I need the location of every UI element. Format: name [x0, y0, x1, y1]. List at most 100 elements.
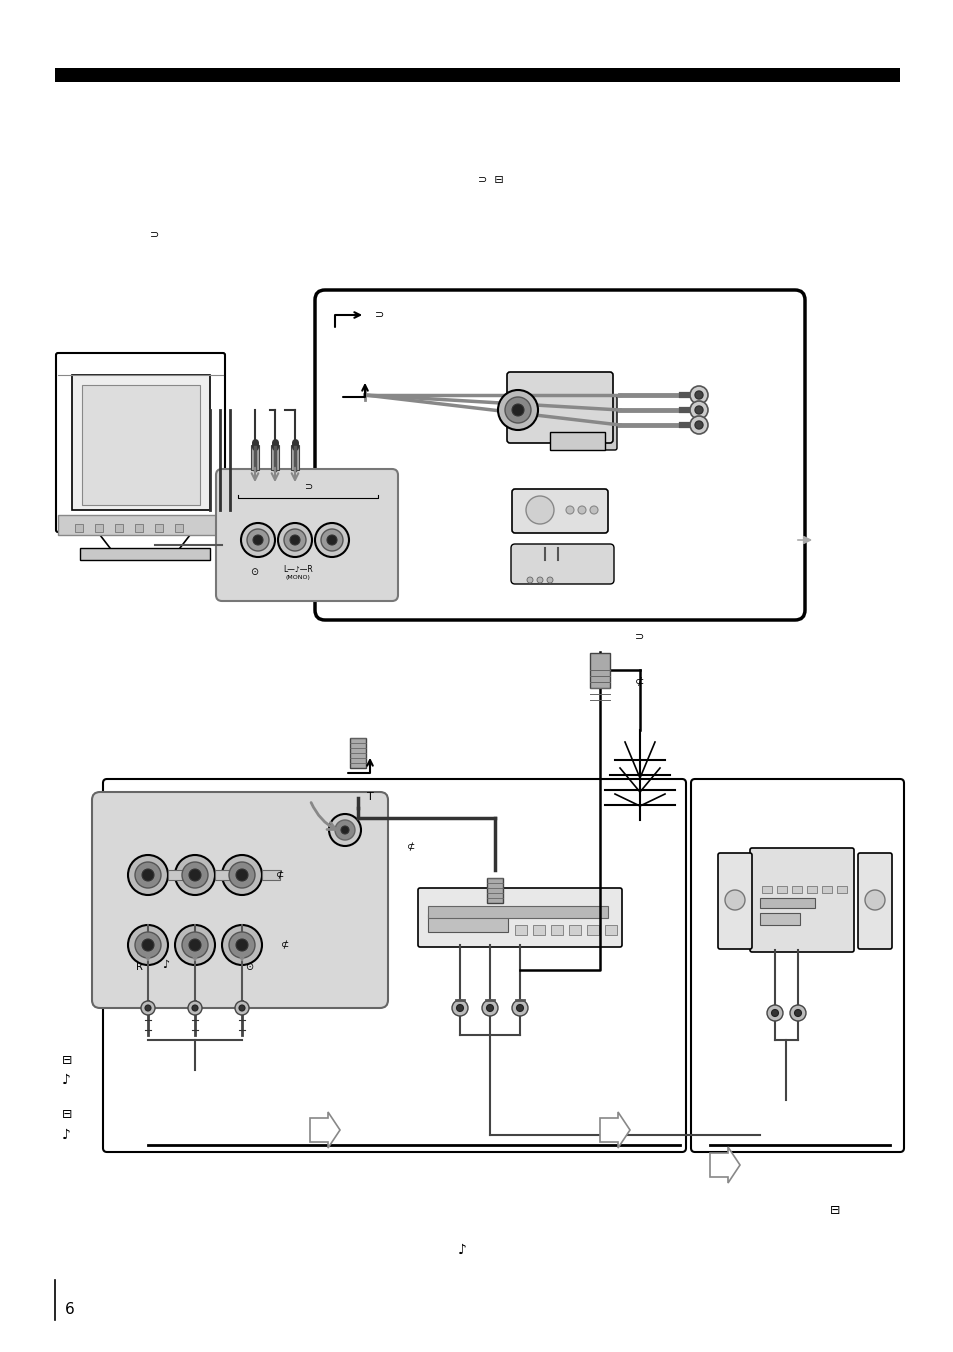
Circle shape	[128, 925, 168, 965]
Bar	[95, 525, 103, 531]
Bar	[115, 525, 123, 531]
FancyBboxPatch shape	[103, 779, 685, 1152]
Circle shape	[235, 940, 248, 950]
Bar	[168, 869, 186, 880]
Circle shape	[789, 1005, 805, 1021]
FancyBboxPatch shape	[511, 544, 614, 584]
Bar	[251, 445, 258, 470]
Circle shape	[135, 863, 161, 888]
Circle shape	[174, 854, 214, 895]
Bar	[82, 385, 200, 506]
Bar	[55, 68, 899, 82]
Circle shape	[695, 420, 702, 429]
Bar	[71, 375, 210, 510]
Bar	[551, 925, 562, 936]
Text: ♪: ♪	[457, 1242, 466, 1257]
Circle shape	[229, 863, 254, 888]
Circle shape	[689, 402, 707, 419]
Bar	[486, 877, 502, 903]
Circle shape	[481, 1000, 497, 1015]
Bar	[428, 914, 507, 932]
Text: ♪: ♪	[62, 1073, 71, 1087]
Text: ⊃: ⊃	[151, 230, 159, 241]
Text: ♪: ♪	[62, 1128, 71, 1142]
Circle shape	[689, 387, 707, 404]
FancyBboxPatch shape	[56, 353, 225, 531]
Circle shape	[277, 523, 312, 557]
Circle shape	[537, 577, 542, 583]
Circle shape	[486, 1005, 493, 1011]
Circle shape	[335, 821, 355, 840]
Circle shape	[526, 577, 533, 583]
FancyBboxPatch shape	[417, 888, 621, 946]
Circle shape	[189, 940, 201, 950]
Circle shape	[525, 496, 554, 525]
Circle shape	[234, 1000, 249, 1015]
Text: ⊙: ⊙	[245, 963, 253, 972]
Bar	[760, 898, 814, 909]
Circle shape	[766, 1005, 782, 1021]
Circle shape	[695, 391, 702, 399]
Polygon shape	[599, 1111, 629, 1148]
Circle shape	[320, 529, 343, 552]
Bar	[154, 525, 163, 531]
Bar	[761, 886, 771, 894]
Polygon shape	[310, 1111, 339, 1148]
Circle shape	[182, 863, 208, 888]
FancyBboxPatch shape	[718, 853, 751, 949]
Text: T: T	[366, 792, 373, 802]
Circle shape	[145, 1005, 151, 1011]
Bar	[586, 925, 598, 936]
FancyBboxPatch shape	[690, 779, 903, 1152]
Circle shape	[192, 1005, 198, 1011]
Bar	[515, 925, 526, 936]
Bar	[550, 433, 604, 450]
Circle shape	[229, 932, 254, 959]
FancyBboxPatch shape	[314, 289, 804, 621]
Circle shape	[141, 1000, 154, 1015]
Circle shape	[771, 1010, 778, 1017]
Circle shape	[794, 1010, 801, 1017]
Text: ⊃  ⊟: ⊃ ⊟	[477, 174, 503, 185]
Circle shape	[135, 932, 161, 959]
Circle shape	[128, 854, 168, 895]
Circle shape	[329, 814, 360, 846]
Bar	[604, 925, 617, 936]
Circle shape	[497, 389, 537, 430]
Bar	[58, 515, 223, 535]
Circle shape	[578, 506, 585, 514]
FancyBboxPatch shape	[593, 396, 617, 450]
Circle shape	[512, 404, 523, 416]
Circle shape	[546, 577, 553, 583]
Circle shape	[504, 397, 531, 423]
Circle shape	[222, 854, 262, 895]
Text: L—♪—R: L—♪—R	[283, 565, 313, 575]
FancyBboxPatch shape	[506, 372, 613, 443]
Bar	[776, 886, 786, 894]
Bar	[174, 525, 183, 531]
Text: (MONO): (MONO)	[285, 575, 310, 580]
Circle shape	[284, 529, 306, 552]
Text: R: R	[136, 963, 143, 972]
Circle shape	[516, 1005, 523, 1011]
Circle shape	[222, 925, 262, 965]
Circle shape	[512, 1000, 527, 1015]
Circle shape	[142, 869, 153, 882]
Bar	[214, 869, 233, 880]
Bar	[821, 886, 831, 894]
Bar	[80, 548, 210, 560]
Bar	[806, 886, 816, 894]
Text: ⊄: ⊄	[407, 842, 415, 852]
Text: ⊃: ⊃	[635, 631, 644, 642]
Circle shape	[565, 506, 574, 514]
FancyBboxPatch shape	[215, 469, 397, 602]
Circle shape	[864, 890, 884, 910]
Bar	[75, 525, 83, 531]
Bar	[291, 445, 298, 470]
Circle shape	[452, 1000, 468, 1015]
Text: ⊟: ⊟	[62, 1053, 72, 1067]
Circle shape	[247, 529, 269, 552]
Circle shape	[724, 890, 744, 910]
Circle shape	[189, 869, 201, 882]
Circle shape	[239, 1005, 245, 1011]
